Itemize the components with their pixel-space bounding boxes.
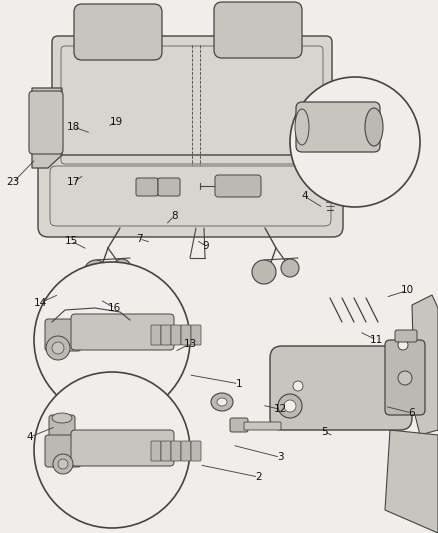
Text: 11: 11 bbox=[370, 335, 383, 345]
Text: 1: 1 bbox=[235, 379, 242, 389]
FancyBboxPatch shape bbox=[45, 435, 81, 467]
Text: 16: 16 bbox=[108, 303, 121, 313]
FancyBboxPatch shape bbox=[151, 441, 161, 461]
Text: 14: 14 bbox=[34, 298, 47, 308]
Polygon shape bbox=[32, 88, 62, 168]
Circle shape bbox=[46, 336, 70, 360]
FancyBboxPatch shape bbox=[395, 330, 417, 342]
FancyBboxPatch shape bbox=[136, 178, 158, 196]
FancyBboxPatch shape bbox=[270, 346, 412, 430]
Circle shape bbox=[398, 371, 412, 385]
Text: 3: 3 bbox=[277, 453, 284, 462]
Text: 6: 6 bbox=[408, 408, 415, 418]
Polygon shape bbox=[385, 430, 438, 533]
Circle shape bbox=[84, 260, 108, 284]
FancyBboxPatch shape bbox=[181, 441, 191, 461]
FancyBboxPatch shape bbox=[71, 314, 174, 350]
Circle shape bbox=[53, 454, 73, 474]
FancyBboxPatch shape bbox=[161, 441, 171, 461]
Text: 8: 8 bbox=[171, 211, 178, 221]
Ellipse shape bbox=[365, 108, 383, 146]
FancyBboxPatch shape bbox=[45, 319, 81, 351]
Circle shape bbox=[293, 381, 303, 391]
FancyBboxPatch shape bbox=[191, 325, 201, 345]
FancyBboxPatch shape bbox=[171, 325, 181, 345]
Text: 18: 18 bbox=[67, 122, 80, 132]
Text: 4: 4 bbox=[301, 191, 308, 201]
FancyBboxPatch shape bbox=[230, 418, 248, 432]
FancyBboxPatch shape bbox=[214, 2, 302, 58]
Polygon shape bbox=[330, 100, 355, 155]
FancyBboxPatch shape bbox=[52, 36, 332, 173]
Text: 7: 7 bbox=[136, 234, 143, 244]
Circle shape bbox=[34, 372, 190, 528]
Circle shape bbox=[58, 459, 68, 469]
Circle shape bbox=[252, 260, 276, 284]
Circle shape bbox=[52, 342, 64, 354]
FancyBboxPatch shape bbox=[296, 102, 380, 152]
Text: 19: 19 bbox=[110, 117, 123, 126]
FancyBboxPatch shape bbox=[158, 178, 180, 196]
FancyBboxPatch shape bbox=[171, 441, 181, 461]
Polygon shape bbox=[412, 295, 438, 435]
FancyBboxPatch shape bbox=[161, 325, 171, 345]
Ellipse shape bbox=[52, 413, 72, 423]
FancyBboxPatch shape bbox=[151, 325, 161, 345]
FancyBboxPatch shape bbox=[191, 441, 201, 461]
Circle shape bbox=[113, 259, 131, 277]
Circle shape bbox=[290, 77, 420, 207]
Text: 23: 23 bbox=[7, 177, 20, 187]
FancyBboxPatch shape bbox=[181, 325, 191, 345]
FancyBboxPatch shape bbox=[244, 422, 281, 430]
FancyBboxPatch shape bbox=[74, 4, 162, 60]
Circle shape bbox=[398, 340, 408, 350]
Ellipse shape bbox=[211, 393, 233, 411]
Text: 12: 12 bbox=[274, 405, 287, 414]
FancyBboxPatch shape bbox=[385, 340, 425, 415]
Ellipse shape bbox=[295, 109, 309, 145]
Ellipse shape bbox=[217, 398, 227, 406]
Circle shape bbox=[284, 400, 296, 412]
Text: 9: 9 bbox=[202, 241, 209, 251]
FancyBboxPatch shape bbox=[71, 430, 174, 466]
Text: 5: 5 bbox=[321, 427, 328, 437]
Circle shape bbox=[281, 259, 299, 277]
Text: 10: 10 bbox=[401, 286, 414, 295]
Text: 17: 17 bbox=[67, 177, 80, 187]
FancyBboxPatch shape bbox=[215, 175, 261, 197]
Text: 15: 15 bbox=[64, 236, 78, 246]
Text: 2: 2 bbox=[255, 472, 262, 482]
Text: 13: 13 bbox=[184, 339, 197, 349]
FancyBboxPatch shape bbox=[29, 91, 63, 154]
FancyBboxPatch shape bbox=[38, 155, 343, 237]
Circle shape bbox=[278, 394, 302, 418]
FancyBboxPatch shape bbox=[49, 415, 75, 447]
Text: 4: 4 bbox=[26, 432, 33, 442]
Circle shape bbox=[34, 262, 190, 418]
